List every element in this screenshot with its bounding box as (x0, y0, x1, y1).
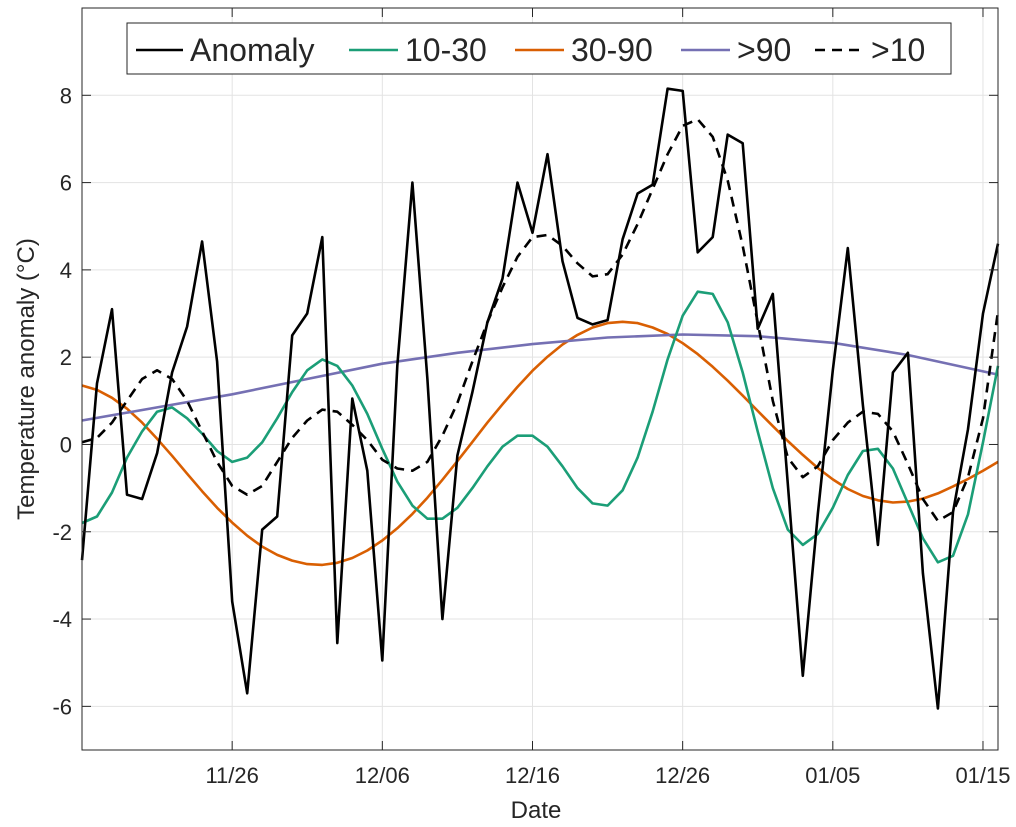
y-tick-label: -4 (52, 607, 72, 632)
axis-ticks: -6 -4 -2 0 2 4 6 8 11/26 12/06 12/16 12/26 01/05 01/1… (52, 8, 1011, 788)
y-tick-label: 6 (60, 171, 72, 196)
legend-box (126, 22, 952, 75)
series-line-10-30 (81, 290, 1000, 564)
series-line-10 (81, 118, 1000, 523)
series-line-30-90 (81, 320, 999, 567)
legend-label: 30-90 (571, 32, 653, 68)
y-tick-label: 4 (60, 258, 72, 283)
x-tick-label: 12/16 (505, 763, 560, 788)
legend-label: 10-30 (405, 32, 487, 68)
axes-box (81, 7, 999, 751)
x-tick-label: 01/05 (805, 763, 860, 788)
legend-label: >90 (737, 32, 791, 68)
series-line-anomaly (80, 87, 1000, 710)
x-tick-label: 12/06 (355, 763, 410, 788)
y-tick-label: -2 (52, 520, 72, 545)
legend: Anomaly 10-30 30-90 >90 >10 (126, 22, 952, 75)
x-axis-label: Date (511, 797, 562, 824)
y-tick-label: 2 (60, 345, 72, 370)
series-lines (80, 87, 1000, 710)
x-tick-label: 11/26 (205, 763, 258, 788)
series-line-90 (81, 333, 999, 422)
y-tick-label: -6 (52, 694, 72, 719)
gridlines (82, 8, 998, 750)
legend-label: Anomaly (190, 32, 315, 68)
x-tick-label: 12/26 (655, 763, 710, 788)
y-tick-label: 8 (60, 83, 72, 108)
plot-area (82, 8, 998, 750)
y-tick-label: 0 (60, 432, 72, 457)
y-axis-label: Temperature anomaly (°C) (13, 238, 40, 520)
legend-label: >10 (871, 32, 925, 68)
x-tick-label: 01/15 (955, 763, 1010, 788)
